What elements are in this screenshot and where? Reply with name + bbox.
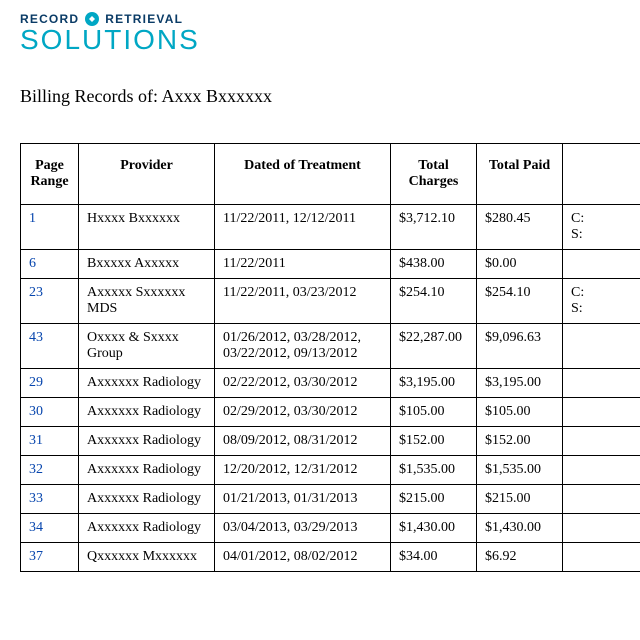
logo: RECORD RETRIEVAL SOLUTIONS — [20, 12, 640, 56]
cell-dated: 11/22/2011 — [215, 250, 391, 279]
cell-paid: $3,195.00 — [477, 369, 563, 398]
cell-page[interactable]: 23 — [21, 279, 79, 324]
cell-page[interactable]: 37 — [21, 543, 79, 572]
cell-extra — [563, 514, 640, 543]
table-row: 34 Axxxxxx Radiology03/04/2013, 03/29/201… — [21, 514, 640, 543]
cell-charges: $22,287.00 — [391, 324, 477, 369]
cell-provider: Axxxxxx Radiology — [79, 369, 215, 398]
cell-extra — [563, 456, 640, 485]
cell-paid: $215.00 — [477, 485, 563, 514]
cell-paid: $6.92 — [477, 543, 563, 572]
col-header-charges: Total Charges — [391, 144, 477, 205]
cell-provider: Oxxxx & Sxxxx Group — [79, 324, 215, 369]
page-link[interactable]: 29 — [29, 375, 43, 390]
col-header-extra — [563, 144, 640, 205]
cell-dated: 01/26/2012, 03/28/2012, 03/22/2012, 09/1… — [215, 324, 391, 369]
cell-dated: 03/04/2013, 03/29/2013 — [215, 514, 391, 543]
cell-provider: Axxxxxx Radiology — [79, 485, 215, 514]
cell-provider: Axxxxx Sxxxxxx MDS — [79, 279, 215, 324]
cell-provider: Axxxxxx Radiology — [79, 427, 215, 456]
table-row: 31 Axxxxxx Radiology08/09/2012, 08/31/201… — [21, 427, 640, 456]
table-row: 43 Oxxxx & Sxxxx Group01/26/2012, 03/28/2… — [21, 324, 640, 369]
table-row: 1 Hxxxx Bxxxxxx11/22/2011, 12/12/2011$3,7… — [21, 205, 640, 250]
cell-extra — [563, 485, 640, 514]
cell-provider: Axxxxxx Radiology — [79, 514, 215, 543]
cell-paid: $105.00 — [477, 398, 563, 427]
col-header-provider: Provider — [79, 144, 215, 205]
col-header-paid: Total Paid — [477, 144, 563, 205]
cell-extra — [563, 324, 640, 369]
cell-dated: 12/20/2012, 12/31/2012 — [215, 456, 391, 485]
page-link[interactable]: 31 — [29, 433, 43, 448]
cell-page[interactable]: 29 — [21, 369, 79, 398]
cell-provider: Qxxxxxx Mxxxxxx — [79, 543, 215, 572]
col-header-page-range: Page Range — [21, 144, 79, 205]
cell-charges: $1,535.00 — [391, 456, 477, 485]
cell-provider: Axxxxxx Radiology — [79, 398, 215, 427]
cell-paid: $1,430.00 — [477, 514, 563, 543]
cell-charges: $438.00 — [391, 250, 477, 279]
cell-extra — [563, 398, 640, 427]
page-link[interactable]: 23 — [29, 285, 43, 300]
cell-charges: $1,430.00 — [391, 514, 477, 543]
cell-paid: $0.00 — [477, 250, 563, 279]
cell-page[interactable]: 1 — [21, 205, 79, 250]
cell-dated: 02/22/2012, 03/30/2012 — [215, 369, 391, 398]
cell-charges: $254.10 — [391, 279, 477, 324]
cell-page[interactable]: 31 — [21, 427, 79, 456]
table-row: 23 Axxxxx Sxxxxxx MDS11/22/2011, 03/23/20… — [21, 279, 640, 324]
table-row: 30 Axxxxxx Radiology02/29/2012, 03/30/201… — [21, 398, 640, 427]
table-row: 32 Axxxxxx Radiology12/20/2012, 12/31/201… — [21, 456, 640, 485]
cell-provider: Hxxxx Bxxxxxx — [79, 205, 215, 250]
cell-dated: 02/29/2012, 03/30/2012 — [215, 398, 391, 427]
cell-paid: $254.10 — [477, 279, 563, 324]
page-link[interactable]: 33 — [29, 491, 43, 506]
cell-page[interactable]: 6 — [21, 250, 79, 279]
cell-page[interactable]: 33 — [21, 485, 79, 514]
cell-extra — [563, 369, 640, 398]
page-link[interactable]: 6 — [29, 256, 36, 271]
cell-dated: 11/22/2011, 03/23/2012 — [215, 279, 391, 324]
cell-provider: Axxxxxx Radiology — [79, 456, 215, 485]
cell-dated: 08/09/2012, 08/31/2012 — [215, 427, 391, 456]
cell-paid: $1,535.00 — [477, 456, 563, 485]
table-row: 33 Axxxxxx Radiology01/21/2013, 01/31/201… — [21, 485, 640, 514]
page-link[interactable]: 30 — [29, 404, 43, 419]
cell-extra — [563, 250, 640, 279]
cell-dated: 11/22/2011, 12/12/2011 — [215, 205, 391, 250]
cell-extra — [563, 427, 640, 456]
table-row: 6 Bxxxxx Axxxxx11/22/2011$438.00$0.00 — [21, 250, 640, 279]
cell-extra: C: S: — [563, 205, 640, 250]
cell-dated: 01/21/2013, 01/31/2013 — [215, 485, 391, 514]
cell-paid: $152.00 — [477, 427, 563, 456]
billing-table: Page Range Provider Dated of Treatment T… — [20, 143, 640, 572]
cell-charges: $3,195.00 — [391, 369, 477, 398]
cell-charges: $3,712.10 — [391, 205, 477, 250]
cell-provider: Bxxxxx Axxxxx — [79, 250, 215, 279]
cell-paid: $280.45 — [477, 205, 563, 250]
page-link[interactable]: 37 — [29, 549, 43, 564]
logo-bottom-line: SOLUTIONS — [20, 24, 640, 56]
cell-page[interactable]: 43 — [21, 324, 79, 369]
page-link[interactable]: 1 — [29, 211, 36, 226]
table-row: 37Qxxxxxx Mxxxxxx04/01/2012, 08/02/2012$… — [21, 543, 640, 572]
cell-page[interactable]: 32 — [21, 456, 79, 485]
page-link[interactable]: 43 — [29, 330, 43, 345]
page-link[interactable]: 32 — [29, 462, 43, 477]
cell-page[interactable]: 34 — [21, 514, 79, 543]
cell-page[interactable]: 30 — [21, 398, 79, 427]
table-header-row: Page Range Provider Dated of Treatment T… — [21, 144, 640, 205]
cell-charges: $105.00 — [391, 398, 477, 427]
cell-charges: $152.00 — [391, 427, 477, 456]
cell-extra: C: S: — [563, 279, 640, 324]
table-row: 29 Axxxxxx Radiology02/22/2012, 03/30/201… — [21, 369, 640, 398]
cell-dated: 04/01/2012, 08/02/2012 — [215, 543, 391, 572]
page-subtitle: Billing Records of: Axxx Bxxxxxx — [20, 86, 640, 107]
col-header-dated: Dated of Treatment — [215, 144, 391, 205]
cell-charges: $215.00 — [391, 485, 477, 514]
cell-charges: $34.00 — [391, 543, 477, 572]
cell-extra — [563, 543, 640, 572]
cell-paid: $9,096.63 — [477, 324, 563, 369]
page-link[interactable]: 34 — [29, 520, 43, 535]
